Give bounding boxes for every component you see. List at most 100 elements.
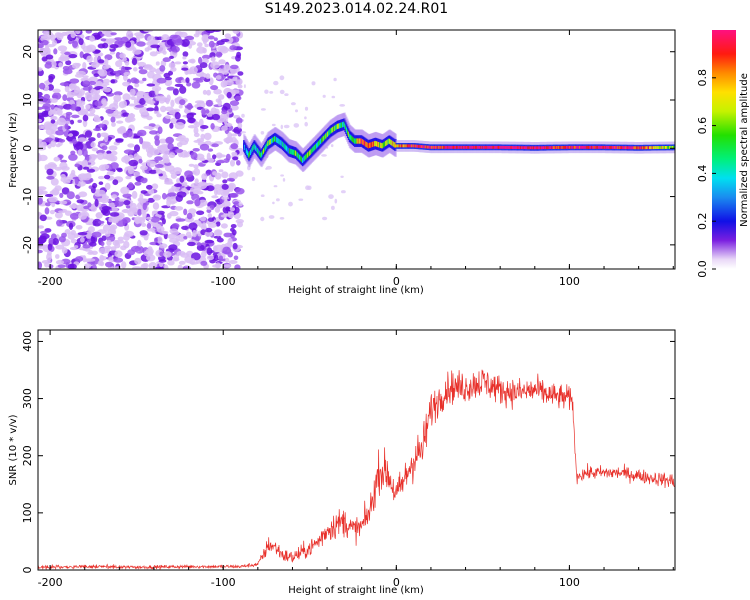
noise-blob: [45, 193, 54, 198]
noise-blob: [181, 187, 188, 192]
noise-blob: [78, 38, 84, 46]
noise-blob: [44, 207, 50, 215]
noise-blob: [86, 168, 96, 173]
noise-blob: [145, 216, 153, 220]
colorbar: 0.0 0.2 0.4 0.6 0.8 Normalized spectral ampl…: [696, 30, 750, 278]
spectrogram-frame: [37, 29, 676, 270]
noise-blob: [58, 210, 66, 214]
noise-blob: [134, 181, 142, 186]
noise-blob: [126, 205, 131, 209]
noise-blob: [230, 159, 235, 167]
noise-blob: [128, 159, 139, 167]
noise-blob: [105, 153, 115, 161]
noise-blob: [122, 209, 129, 213]
noise-blob: [178, 104, 183, 109]
noise-blob: [102, 84, 108, 90]
noise-blob: [162, 57, 171, 63]
noise-blob: [82, 80, 91, 87]
noise-blob: [334, 198, 338, 204]
noise-blob: [227, 132, 233, 139]
noise-blob: [104, 58, 109, 66]
noise-blob: [82, 244, 91, 249]
noise-blob: [141, 144, 148, 150]
noise-blob: [116, 127, 127, 133]
noise-blob: [339, 104, 346, 107]
noise-blob: [215, 262, 221, 269]
noise-blob: [183, 208, 188, 216]
noise-blob: [102, 65, 110, 70]
noise-blob: [85, 104, 91, 110]
noise-blob: [333, 77, 337, 82]
noise-blob: [130, 96, 136, 101]
noise-blob: [221, 125, 228, 131]
noise-blob: [199, 62, 208, 69]
noise-blob: [56, 117, 66, 126]
noise-blob: [279, 217, 285, 220]
noise-blob: [232, 30, 240, 34]
noise-blob: [119, 53, 126, 59]
noise-blob: [91, 264, 97, 269]
noise-blob: [55, 254, 60, 259]
noise-blob: [91, 147, 99, 152]
noise-blob: [123, 155, 130, 161]
noise-blob: [166, 199, 172, 207]
noise-blob: [74, 73, 84, 78]
noise-blob: [77, 100, 86, 106]
noise-blob: [186, 112, 194, 120]
noise-blob: [82, 119, 88, 128]
noise-blob: [204, 43, 209, 48]
noise-blob: [38, 140, 44, 148]
noise-blob: [191, 81, 201, 89]
noise-blob: [102, 42, 109, 49]
noise-blob: [304, 121, 309, 127]
noise-blob: [75, 225, 83, 230]
noise-blob: [127, 209, 135, 217]
noise-blob: [92, 93, 101, 100]
noise-blob: [237, 84, 243, 89]
noise-blob: [235, 187, 245, 195]
noise-blob: [55, 130, 65, 136]
noise-blob: [167, 260, 175, 266]
noise-blob: [102, 164, 110, 170]
noise-blob: [137, 208, 142, 216]
noise-blob: [64, 85, 70, 93]
noise-blob: [64, 56, 69, 62]
noise-blob: [280, 174, 284, 177]
noise-blob: [213, 88, 222, 95]
colorbar-tick-label: 0.8: [696, 69, 709, 87]
noise-blob: [112, 70, 122, 74]
noise-blob: [68, 133, 74, 137]
noise-blob: [210, 85, 219, 91]
noise-blob: [44, 44, 50, 53]
noise-blob: [70, 103, 77, 111]
noise-blob: [137, 61, 147, 67]
y-tick-label: 200: [21, 445, 34, 466]
noise-blob: [185, 231, 192, 238]
noise-blob: [321, 154, 327, 157]
noise-blob: [207, 217, 215, 222]
noise-blob: [127, 182, 134, 190]
noise-blob: [70, 31, 76, 39]
noise-blob: [154, 266, 162, 269]
noise-blob: [59, 200, 68, 205]
snr-x-axis-label: Height of straight line (km): [288, 585, 424, 596]
noise-blob: [207, 148, 214, 152]
noise-blob: [98, 247, 109, 254]
noise-blob: [162, 230, 169, 235]
noise-blob: [216, 40, 225, 46]
noise-blob: [114, 37, 123, 41]
noise-blob: [138, 69, 148, 75]
noise-blob: [71, 114, 80, 119]
snr-series-line: [38, 369, 675, 570]
noise-blob: [150, 216, 160, 223]
noise-blob: [206, 247, 213, 256]
noise-blob: [290, 102, 296, 106]
noise-blob: [99, 254, 105, 262]
noise-blob: [52, 238, 59, 246]
noise-blob: [49, 209, 55, 215]
noise-blob: [90, 88, 97, 95]
noise-blob: [110, 162, 119, 170]
noise-blob: [123, 200, 131, 206]
noise-blob: [215, 75, 222, 80]
